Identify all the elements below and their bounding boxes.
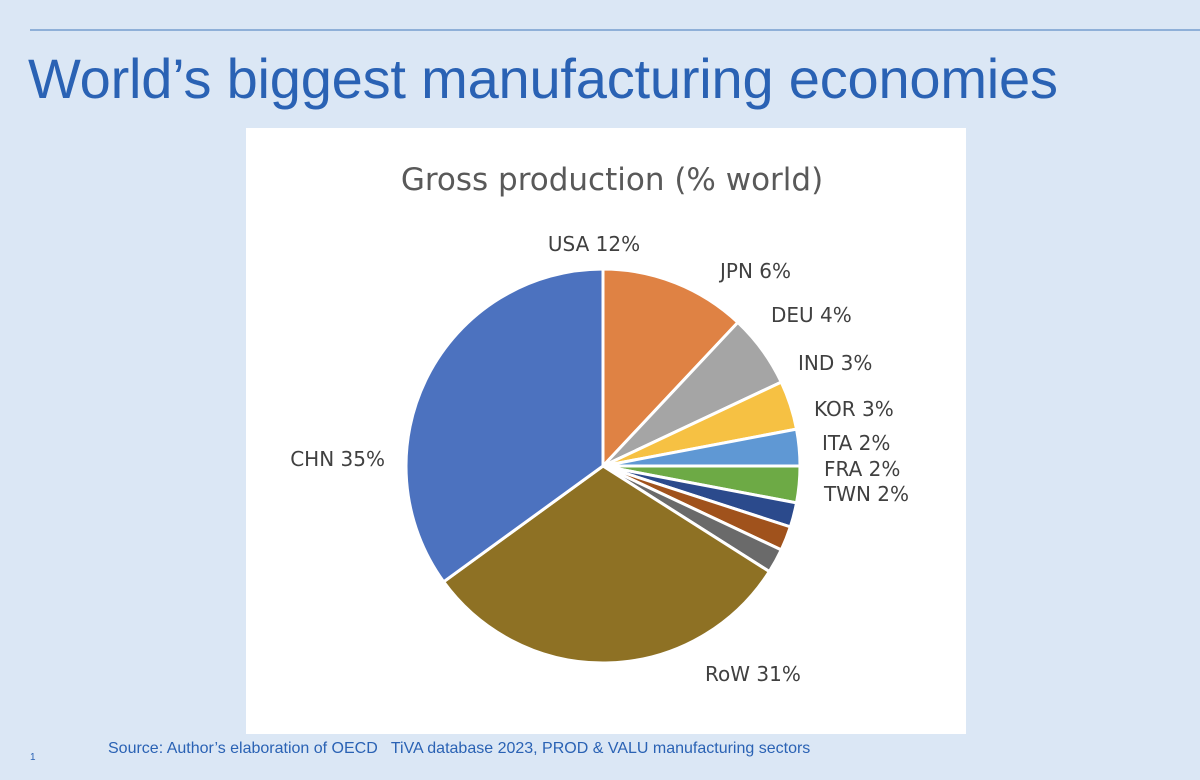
source-note: Source: Author’s elaboration of OECD TiV… [108,740,811,757]
pie-labels: USA 12% JPN 6% DEU 4% IND 3% KOR 3% ITA 2%FRA… [290,232,909,686]
data-label-twn: TWN 2% [823,482,909,506]
chart-title: Gross production (% world) [401,162,823,198]
pie-slice-usa [601,267,740,468]
pie-chart: Gross production (% world) USA 12% JPN 6%… [290,162,909,686]
slide-title: World’s biggest manufacturing economies [28,47,1058,110]
slide-top-rule [30,29,1200,31]
data-label-usa: USA 12% [548,232,640,256]
pie-slice-chn [404,267,605,584]
data-label-ind: IND 3% [798,351,872,375]
data-label-fra: FRA 2% [824,457,900,481]
pie-slice-row [442,464,771,665]
data-label-kor: KOR 3% [814,397,894,421]
data-label-chn: CHN 35% [290,447,385,471]
chart-panel: Gross production (% world) USA 12% JPN 6%… [246,128,966,734]
data-label-row: RoW 31% [705,662,801,686]
slide-number: 1 [30,752,36,763]
pie-slices [404,267,802,665]
data-label-deu: DEU 4% [771,303,852,327]
data-label-jpn: JPN 6% [718,259,791,283]
data-label-ita: ITA 2% [822,431,890,455]
